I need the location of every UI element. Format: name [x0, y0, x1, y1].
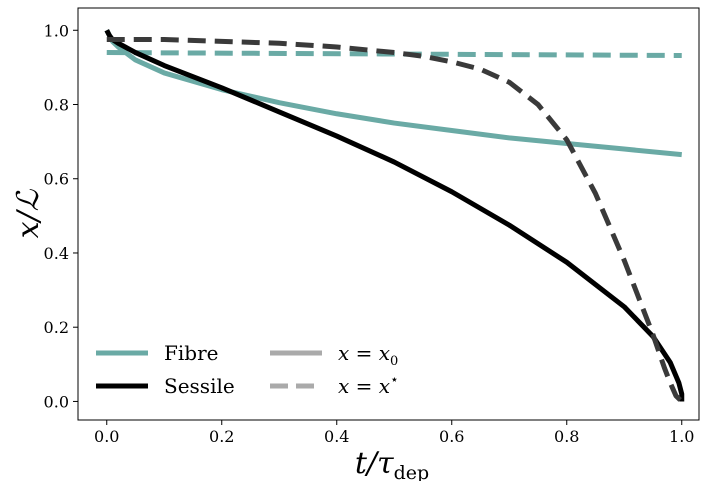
y-tick-label: 0.6: [44, 170, 69, 189]
series-line-3: [106, 37, 684, 404]
x-tick-label: 0.2: [209, 427, 234, 446]
y-axis-ticks: 0.0 0.2 0.4 0.6 0.8 1.0: [44, 21, 78, 411]
legend-label-x0: x = x0: [338, 341, 398, 369]
y-axis-label: x/ℒ: [11, 188, 46, 238]
y-tick-label: 0.2: [44, 318, 69, 337]
series-layer: [104, 29, 685, 404]
x-tick-label: 0.6: [439, 427, 464, 446]
y-tick-label: 1.0: [44, 21, 69, 40]
legend: Fibre Sessile x = x0 x = x⋆: [96, 341, 399, 398]
x-tick-label: 1.0: [669, 427, 694, 446]
y-tick-label: 0.4: [44, 244, 69, 263]
legend-label-xstar: x = x⋆: [338, 372, 399, 398]
series-line-0: [104, 29, 682, 158]
legend-label-sessile: Sessile: [164, 374, 235, 398]
x-tick-label: 0.8: [554, 427, 579, 446]
legend-label-fibre: Fibre: [164, 341, 218, 365]
x-axis-ticks: 0.0 0.2 0.4 0.6 0.8 1.0: [94, 420, 694, 446]
series-line-1: [106, 50, 682, 59]
y-tick-label: 0.8: [44, 96, 69, 115]
series-line-2: [104, 29, 685, 402]
x-tick-label: 0.0: [94, 427, 119, 446]
y-tick-label: 0.0: [44, 392, 69, 411]
plot-frame: [77, 7, 700, 421]
x-axis-label: t/τdep: [355, 446, 429, 481]
x-tick-label: 0.4: [324, 427, 349, 446]
